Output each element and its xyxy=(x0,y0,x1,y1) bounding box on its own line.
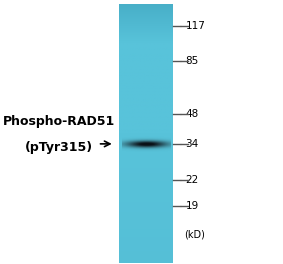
Text: 34: 34 xyxy=(185,139,199,149)
Text: 19: 19 xyxy=(185,201,199,211)
Text: (pTyr315): (pTyr315) xyxy=(25,141,93,154)
Text: 85: 85 xyxy=(185,56,199,66)
Text: 22: 22 xyxy=(185,175,199,185)
Text: 117: 117 xyxy=(185,21,205,31)
Text: Phospho-RAD51: Phospho-RAD51 xyxy=(3,115,115,128)
Text: 48: 48 xyxy=(185,109,199,119)
Text: (kD): (kD) xyxy=(184,230,205,240)
